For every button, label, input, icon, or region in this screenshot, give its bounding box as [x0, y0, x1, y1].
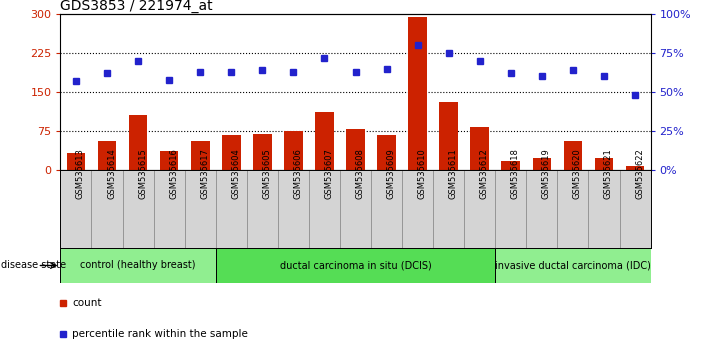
Text: GSM535608: GSM535608 [356, 148, 365, 199]
Text: percentile rank within the sample: percentile rank within the sample [73, 329, 248, 339]
Text: GSM535611: GSM535611 [449, 148, 458, 199]
Bar [433, 170, 464, 248]
Bar [185, 170, 215, 248]
Bar [533, 159, 551, 170]
Text: GSM535620: GSM535620 [573, 148, 582, 199]
Text: GSM535610: GSM535610 [417, 148, 427, 199]
Bar [60, 248, 215, 283]
Bar [346, 130, 365, 170]
Text: GSM535614: GSM535614 [107, 148, 116, 199]
Bar [626, 166, 644, 170]
Text: disease state: disease state [1, 261, 67, 270]
Text: GSM535612: GSM535612 [480, 148, 488, 199]
Bar [215, 248, 496, 283]
Bar [247, 170, 278, 248]
Bar [315, 112, 333, 170]
Bar [278, 170, 309, 248]
Bar [191, 141, 210, 170]
Bar [215, 170, 247, 248]
Bar [253, 133, 272, 170]
Bar [464, 170, 496, 248]
Bar [371, 170, 402, 248]
Bar [564, 141, 582, 170]
Bar [122, 170, 154, 248]
Bar [501, 161, 520, 170]
Bar [160, 151, 178, 170]
Text: GSM535618: GSM535618 [510, 148, 520, 199]
Bar [619, 170, 651, 248]
Text: GSM535607: GSM535607 [324, 148, 333, 199]
Bar [526, 170, 557, 248]
Bar [439, 102, 458, 170]
Text: invasive ductal carcinoma (IDC): invasive ductal carcinoma (IDC) [495, 261, 651, 270]
Bar [471, 127, 489, 170]
Text: GSM535609: GSM535609 [387, 148, 395, 199]
Text: GSM535613: GSM535613 [76, 148, 85, 199]
Text: GSM535616: GSM535616 [169, 148, 178, 199]
Text: count: count [73, 298, 102, 308]
Text: control (healthy breast): control (healthy breast) [80, 261, 196, 270]
Text: GSM535622: GSM535622 [635, 148, 644, 199]
Bar [154, 170, 185, 248]
Text: GSM535615: GSM535615 [138, 148, 147, 199]
Bar [60, 170, 92, 248]
Bar [222, 135, 240, 170]
Bar [594, 159, 614, 170]
Bar [309, 170, 340, 248]
Bar [67, 153, 85, 170]
Bar [97, 141, 117, 170]
Bar [496, 248, 651, 283]
Bar [402, 170, 433, 248]
Bar [557, 170, 589, 248]
Text: GSM535605: GSM535605 [262, 148, 272, 199]
Text: ductal carcinoma in situ (DCIS): ductal carcinoma in situ (DCIS) [279, 261, 432, 270]
Text: GDS3853 / 221974_at: GDS3853 / 221974_at [60, 0, 213, 13]
Bar [284, 131, 303, 170]
Text: GSM535619: GSM535619 [542, 148, 551, 199]
Text: GSM535606: GSM535606 [294, 148, 302, 199]
Bar [378, 135, 396, 170]
Bar [408, 17, 427, 170]
Bar [129, 115, 147, 170]
Text: GSM535621: GSM535621 [604, 148, 613, 199]
Text: GSM535604: GSM535604 [231, 148, 240, 199]
Bar [496, 170, 526, 248]
Text: GSM535617: GSM535617 [201, 148, 209, 199]
Bar [92, 170, 122, 248]
Bar [589, 170, 619, 248]
Bar [340, 170, 371, 248]
